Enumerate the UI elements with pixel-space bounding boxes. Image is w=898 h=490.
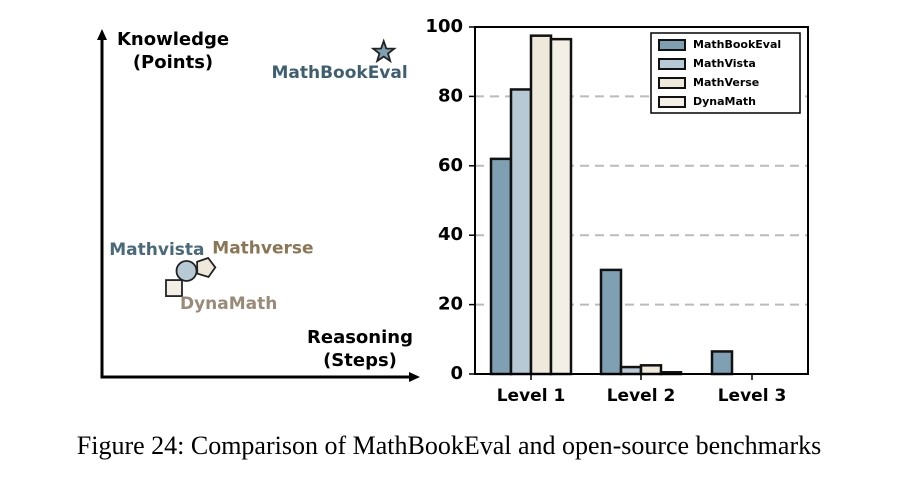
point-label: MathBookEval [271,63,407,83]
bar [549,37,573,376]
marker [175,260,198,282]
bar [710,350,734,376]
legend-label: MathVerse [693,76,759,89]
marker [196,256,217,279]
y-axis-label: Knowledge [117,29,229,50]
point-label: Mathverse [212,239,313,259]
bar [529,34,553,376]
y-tick-label: 40 [438,224,463,245]
marker [370,38,397,64]
bar [619,365,643,376]
y-arrow [97,29,107,40]
legend-label: MathVista [693,57,756,70]
y-axis-label: (Points) [133,52,213,73]
point-label: Mathvista [109,240,204,260]
legend-swatch [658,39,686,51]
y-tick-label: 80 [438,85,463,106]
x-axis-label: (Steps) [323,350,397,371]
x-tick-label: Level 2 [607,386,676,406]
bar [489,157,513,376]
x-tick-label: Level 1 [497,386,566,406]
bar [639,364,663,376]
legend-swatch [658,58,686,70]
y-tick-label: 20 [438,294,463,315]
legend-swatch [658,77,686,89]
marker [165,279,183,297]
y-tick-label: 60 [438,155,463,176]
bar [599,268,623,376]
legend-swatch [658,96,686,108]
legend-label: MathBookEval [693,38,781,51]
y-tick-label: 100 [425,16,463,37]
caption: Figure 24: Comparison of MathBookEval an… [77,431,821,460]
point-label: DynaMath [180,294,277,314]
legend-label: DynaMath [693,95,756,108]
plot-frame [474,26,809,375]
bar [509,88,533,376]
x-tick-label: Level 3 [718,386,787,406]
y-tick-label: 0 [450,363,463,384]
x-axis-label: Reasoning [307,327,413,348]
x-arrow [409,372,420,382]
